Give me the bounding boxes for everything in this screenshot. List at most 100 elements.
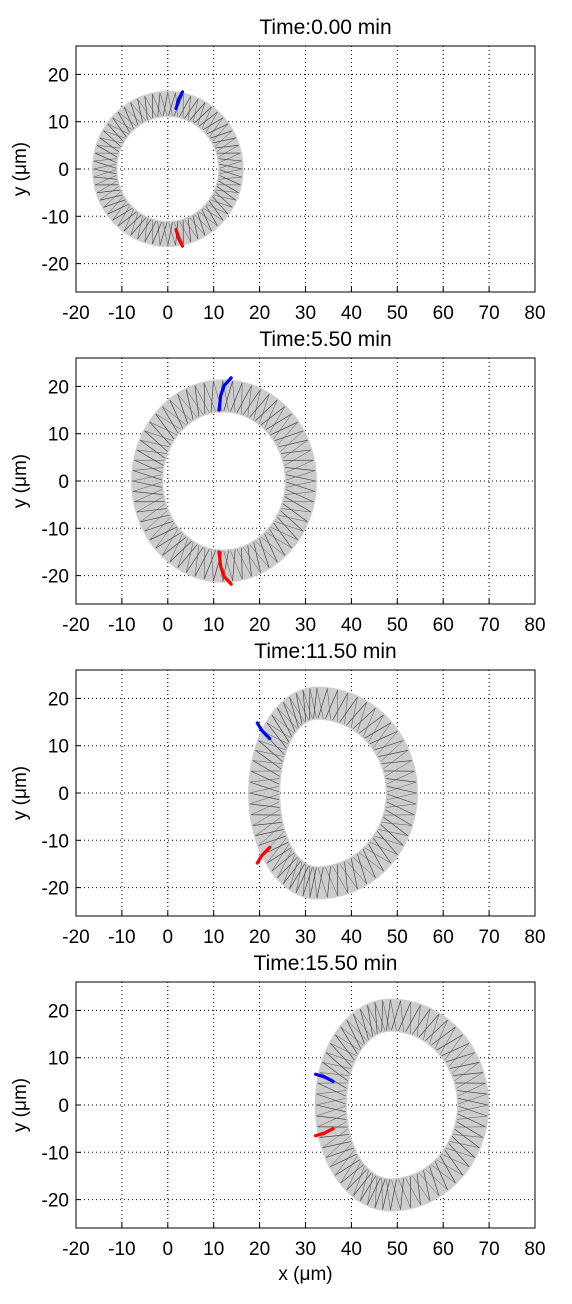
membrane-fiber bbox=[241, 547, 243, 580]
x-tick-label: 50 bbox=[387, 1239, 408, 1260]
membrane-fiber bbox=[236, 385, 252, 413]
membrane-fiber bbox=[278, 514, 308, 523]
membrane-fiber bbox=[313, 867, 318, 899]
x-tick-label: -20 bbox=[62, 615, 89, 636]
membrane-fiber bbox=[302, 690, 307, 722]
membrane-fiber bbox=[149, 421, 178, 436]
membrane-fiber bbox=[339, 863, 358, 890]
membrane-fiber bbox=[295, 865, 309, 894]
membrane-fiber bbox=[96, 180, 118, 193]
membrane-fiber bbox=[277, 421, 299, 446]
membrane-fiber bbox=[369, 730, 398, 745]
membrane-fiber bbox=[386, 770, 415, 785]
membrane-fiber bbox=[387, 781, 417, 793]
membrane-fiber bbox=[216, 137, 236, 152]
membrane-fiber bbox=[386, 999, 391, 1031]
membrane-fiber bbox=[445, 1147, 475, 1158]
membrane-fiber bbox=[335, 1034, 360, 1051]
membrane-fiber bbox=[144, 430, 168, 452]
membrane-fiber bbox=[197, 212, 206, 236]
membrane-fiber bbox=[249, 793, 279, 805]
membrane-fiber bbox=[144, 521, 174, 532]
membrane-fiber bbox=[325, 1052, 354, 1063]
membrane-fiber bbox=[280, 430, 304, 452]
membrane-fiber bbox=[250, 770, 280, 785]
membrane-fiber bbox=[346, 1019, 362, 1049]
membrane-fiber bbox=[189, 217, 206, 236]
x-tick-label: 20 bbox=[249, 303, 270, 324]
membrane-fiber bbox=[96, 145, 118, 158]
membrane-fiber bbox=[385, 778, 417, 783]
membrane-fiber bbox=[340, 1164, 364, 1184]
membrane-fiber bbox=[418, 1172, 440, 1197]
membrane-fiber bbox=[209, 117, 224, 138]
membrane-fiber bbox=[284, 467, 316, 471]
y-tick-label: -10 bbox=[42, 519, 69, 540]
membrane-fiber bbox=[346, 860, 367, 885]
membrane-fiber bbox=[316, 1098, 346, 1106]
membrane-fiber bbox=[137, 98, 143, 123]
x-tick-label: 0 bbox=[163, 1239, 174, 1260]
membrane-fiber bbox=[386, 785, 417, 794]
membrane-fiber bbox=[330, 1043, 357, 1057]
membrane-fiber bbox=[374, 835, 404, 846]
series-line-blue bbox=[314, 1072, 335, 1083]
membrane-fiber bbox=[398, 1002, 411, 1031]
subplot-title: Time:5.50 min bbox=[259, 328, 391, 351]
membrane-fiber bbox=[264, 533, 278, 563]
membrane-fiber bbox=[205, 205, 218, 227]
membrane-fiber bbox=[194, 214, 212, 232]
y-tick-label: 10 bbox=[48, 425, 69, 446]
x-tick-label: 40 bbox=[341, 927, 362, 948]
cell-membrane bbox=[92, 90, 244, 248]
membrane-fiber bbox=[340, 1026, 364, 1046]
x-tick-label: 60 bbox=[433, 1239, 454, 1260]
membrane-fiber bbox=[359, 1170, 369, 1202]
membrane-fiber bbox=[316, 687, 324, 719]
membrane-fiber bbox=[441, 1153, 470, 1167]
membrane-fiber bbox=[405, 1004, 421, 1033]
membrane-fiber bbox=[270, 421, 299, 436]
subplot-4: Time:15.50 min -20 -10 0 10 20 30 40 50 60 70 80 -20… bbox=[10, 952, 546, 1285]
x-tick-label: 80 bbox=[524, 927, 545, 948]
membrane-fiber bbox=[359, 1008, 377, 1035]
membrane-fiber bbox=[130, 217, 147, 236]
membrane-fiber bbox=[277, 707, 293, 737]
x-tick-label: 30 bbox=[295, 1239, 316, 1260]
membrane-fiber bbox=[236, 549, 252, 577]
membrane-fiber bbox=[441, 1042, 470, 1057]
membrane-fiber bbox=[144, 96, 148, 120]
membrane-fiber bbox=[327, 688, 331, 720]
membrane-fiber bbox=[198, 211, 218, 227]
membrane-fiber bbox=[203, 547, 206, 580]
membrane-fiber bbox=[309, 867, 317, 898]
subplot-title: Time:0.00 min bbox=[259, 16, 391, 39]
membrane-fiber bbox=[212, 196, 229, 215]
x-tick-label: -20 bbox=[62, 1239, 89, 1260]
membrane-fiber bbox=[352, 856, 376, 879]
membrane-fiber bbox=[322, 1062, 352, 1069]
membrane-fiber bbox=[352, 1013, 365, 1044]
x-tick-label: -10 bbox=[108, 303, 135, 324]
membrane-fiber bbox=[123, 209, 134, 232]
membrane-fiber bbox=[327, 866, 331, 898]
membrane-fiber bbox=[266, 847, 292, 864]
membrane-fiber bbox=[452, 1134, 483, 1138]
membrane-fiber bbox=[137, 98, 152, 119]
membrane-fiber bbox=[194, 385, 210, 413]
membrane-fiber bbox=[169, 540, 192, 563]
membrane-fiber bbox=[213, 137, 236, 144]
x-tick-label: 0 bbox=[163, 615, 174, 636]
x-tick-label: 0 bbox=[163, 927, 174, 948]
membrane-fiber bbox=[357, 854, 368, 885]
membrane-fiber bbox=[332, 692, 349, 721]
membrane-fiber bbox=[179, 220, 191, 243]
membrane-fiber bbox=[330, 1143, 352, 1167]
membrane-fiber bbox=[169, 533, 183, 563]
membrane-fiber bbox=[456, 1121, 484, 1138]
membrane-fiber bbox=[418, 1013, 440, 1038]
membrane-fiber bbox=[278, 439, 308, 448]
membrane-fiber bbox=[274, 521, 304, 532]
membrane-fiber bbox=[149, 516, 171, 541]
